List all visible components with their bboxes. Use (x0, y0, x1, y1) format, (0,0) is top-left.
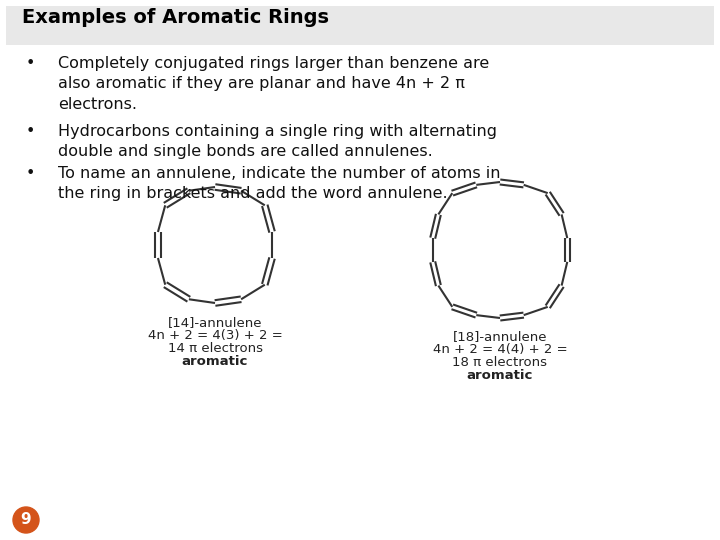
Text: Hydrocarbons containing a single ring with alternating
double and single bonds a: Hydrocarbons containing a single ring wi… (58, 124, 497, 159)
Text: •: • (26, 124, 35, 139)
Text: 9: 9 (21, 512, 31, 528)
Text: To name an annulene, indicate the number of atoms in
the ring in brackets and ad: To name an annulene, indicate the number… (58, 166, 500, 201)
Circle shape (13, 507, 39, 533)
Text: [18]-annulene: [18]-annulene (453, 330, 547, 343)
Text: •: • (26, 166, 35, 181)
Text: •: • (26, 56, 35, 71)
Text: 4n + 2 = 4(3) + 2 =: 4n + 2 = 4(3) + 2 = (148, 329, 282, 342)
Text: [14]-annulene: [14]-annulene (168, 316, 262, 329)
Text: 18 π electrons: 18 π electrons (452, 356, 547, 369)
Text: aromatic: aromatic (467, 369, 534, 382)
FancyBboxPatch shape (6, 6, 714, 45)
Text: 4n + 2 = 4(4) + 2 =: 4n + 2 = 4(4) + 2 = (433, 343, 567, 356)
Text: aromatic: aromatic (182, 355, 248, 368)
Text: 14 π electrons: 14 π electrons (168, 342, 263, 355)
Text: Completely conjugated rings larger than benzene are
also aromatic if they are pl: Completely conjugated rings larger than … (58, 56, 490, 112)
Text: Examples of Aromatic Rings: Examples of Aromatic Rings (22, 8, 329, 27)
